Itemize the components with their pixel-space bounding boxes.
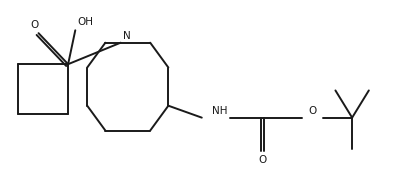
Text: NH: NH — [212, 106, 228, 116]
Text: OH: OH — [78, 17, 94, 27]
Text: O: O — [309, 106, 317, 116]
Text: N: N — [123, 31, 130, 41]
Text: O: O — [31, 20, 39, 30]
Text: O: O — [259, 155, 267, 165]
